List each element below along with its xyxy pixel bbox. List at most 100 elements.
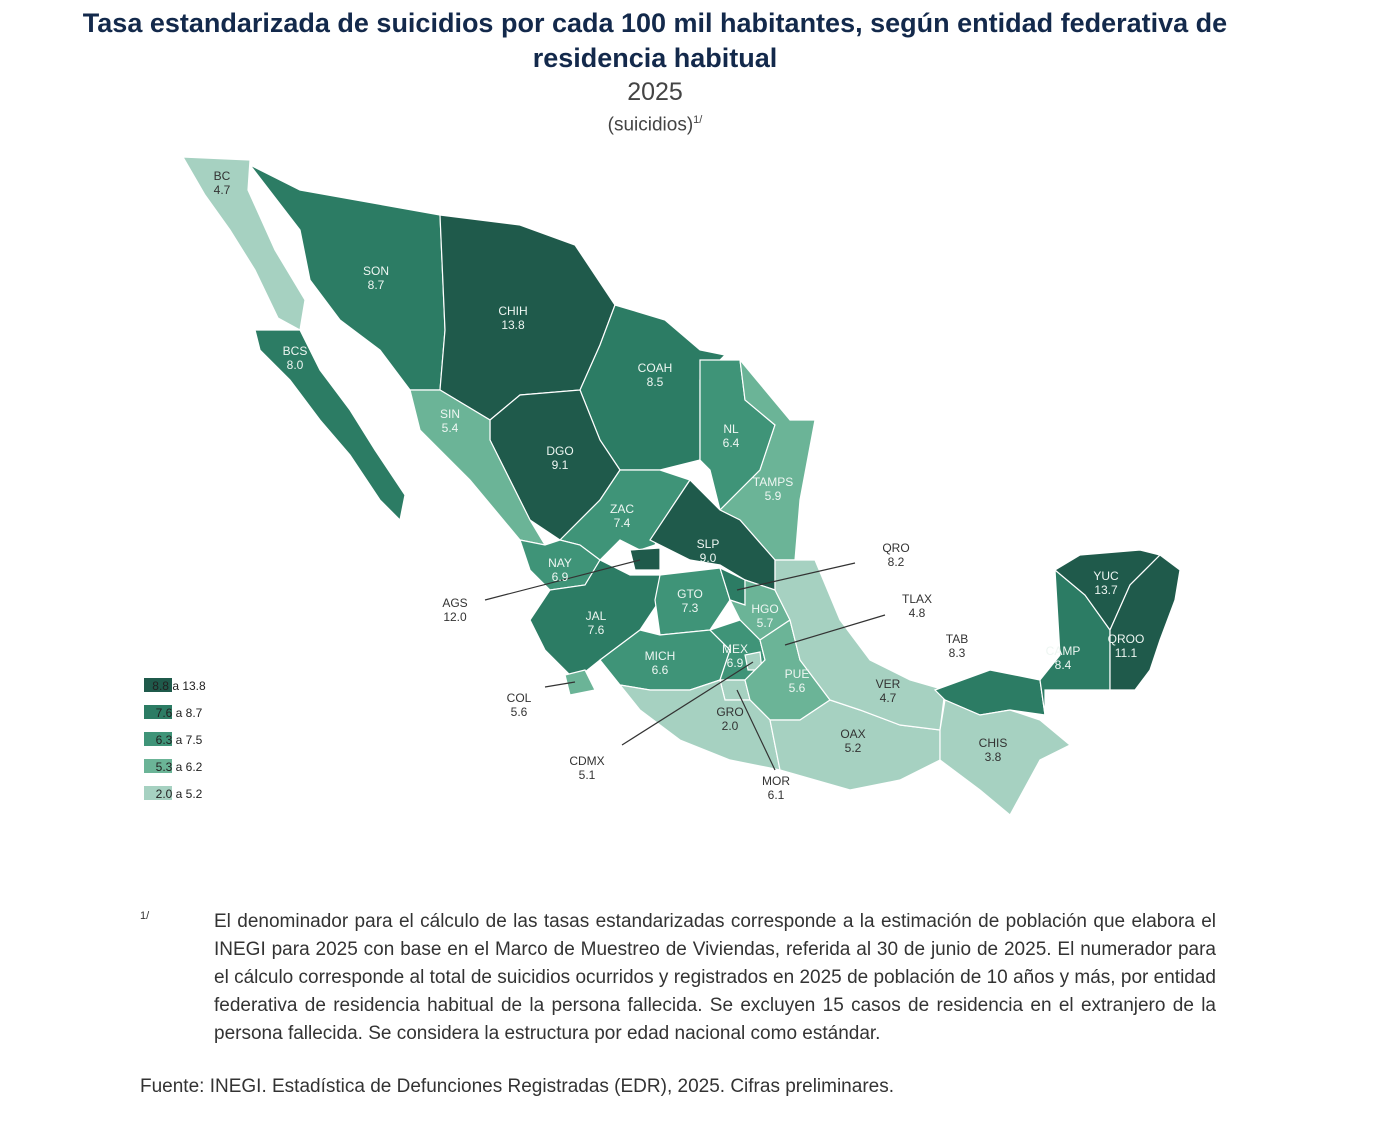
state-value: 11.1 xyxy=(1115,646,1138,660)
state-code: HGO xyxy=(751,602,778,616)
year: 2025 xyxy=(627,78,683,106)
state-code: YUC xyxy=(1093,569,1119,583)
state-code: COAH xyxy=(638,361,673,375)
callout-line xyxy=(621,661,754,746)
source: Fuente: INEGI. Estadística de Defuncione… xyxy=(140,1076,894,1097)
state-code: JAL xyxy=(586,609,607,623)
state-code: CHIS xyxy=(979,736,1008,750)
state-code: QRO xyxy=(882,541,909,555)
state-value: 8.3 xyxy=(949,646,966,660)
state-code: SIN xyxy=(440,407,460,421)
legend-swatch xyxy=(144,705,172,719)
legend-label: 5.3 a 6.2 xyxy=(156,760,203,774)
state-value: 6.9 xyxy=(727,656,744,670)
unit-text: (suicidios) xyxy=(607,114,694,136)
state-code: VER xyxy=(876,677,901,691)
state-code: AGS xyxy=(442,596,467,610)
state-value: 13.7 xyxy=(1094,583,1118,597)
state-value: 9.1 xyxy=(552,458,569,472)
state-value: 7.3 xyxy=(682,601,699,615)
state-code: ZAC xyxy=(610,502,634,516)
callouts xyxy=(484,559,886,771)
state-value: 5.6 xyxy=(511,705,528,719)
state-value: 5.2 xyxy=(845,741,862,755)
state-labels: BC4.7BCS8.0SON8.7CHIH13.8COAH8.5NL6.4TAM… xyxy=(214,169,1145,802)
state-value: 6.9 xyxy=(552,570,569,584)
state-value: 8.0 xyxy=(287,358,304,372)
state-value: 7.4 xyxy=(614,516,631,530)
state-value: 5.4 xyxy=(442,421,459,435)
state-code: SON xyxy=(363,264,389,278)
state-code: BC xyxy=(214,169,231,183)
state-code: OAX xyxy=(840,727,865,741)
state-code: TLAX xyxy=(902,592,932,606)
state-value: 6.6 xyxy=(652,663,669,677)
title: Tasa estandarizada de suicidios por cada… xyxy=(82,8,1228,73)
state-value: 4.7 xyxy=(880,691,897,705)
state-value: 6.1 xyxy=(768,788,785,802)
state-shape xyxy=(409,389,547,546)
state-code: NAY xyxy=(548,556,572,570)
footnote-marker: 1/ xyxy=(140,910,150,922)
state-shape xyxy=(1109,554,1181,691)
state-value: 13.8 xyxy=(501,318,525,332)
unit: (suicidios)1/ xyxy=(0,114,1310,136)
legend-label: 8.8 a 13.8 xyxy=(152,679,206,693)
unit-note: 1/ xyxy=(693,114,703,126)
state-code: MEX xyxy=(722,642,748,656)
state-code: CDMX xyxy=(569,754,604,768)
state-code: CHIH xyxy=(498,304,527,318)
callout-line xyxy=(736,562,856,591)
state-value: 8.5 xyxy=(647,375,664,389)
state-code: MICH xyxy=(645,649,676,663)
states xyxy=(181,156,1181,816)
state-shape xyxy=(254,329,406,522)
legend-label: 2.0 a 5.2 xyxy=(156,787,203,801)
state-value: 8.7 xyxy=(368,278,385,292)
state-value: 5.7 xyxy=(757,616,774,630)
callout-line xyxy=(484,559,641,601)
state-code: TAMPS xyxy=(753,475,793,489)
state-code: PUE xyxy=(785,667,810,681)
state-value: 8.4 xyxy=(1055,658,1072,672)
state-value: 3.8 xyxy=(985,750,1002,764)
state-code: CAMP xyxy=(1046,644,1081,658)
state-shape xyxy=(564,669,596,696)
legend-swatch xyxy=(144,678,172,692)
state-code: GRO xyxy=(716,705,743,719)
state-value: 9.0 xyxy=(700,551,717,565)
state-code: SLP xyxy=(697,537,720,551)
state-value: 4.7 xyxy=(214,183,231,197)
state-value: 5.1 xyxy=(579,768,596,782)
legend-swatch xyxy=(144,732,172,746)
state-code: DGO xyxy=(546,444,573,458)
state-value: 2.0 xyxy=(722,719,739,733)
state-value: 12.0 xyxy=(443,610,467,624)
state-value: 5.6 xyxy=(789,681,806,695)
state-code: BCS xyxy=(283,344,308,358)
state-code: GTO xyxy=(677,587,703,601)
state-value: 8.2 xyxy=(888,555,905,569)
state-code: QROO xyxy=(1108,632,1145,646)
footnote-text: El denominador para el cálculo de las ta… xyxy=(214,911,1216,1044)
state-value: 7.6 xyxy=(588,623,605,637)
callout-line xyxy=(784,614,886,646)
legend-label: 7.6 a 8.7 xyxy=(156,706,203,720)
legend: 8.8 a 13.8 7.6 a 8.7 6.3 a 7.5 5.3 a 6.2 2.0… xyxy=(144,678,206,801)
callout-line xyxy=(544,681,576,688)
state-code: MOR xyxy=(762,774,790,788)
state-value: 6.4 xyxy=(723,436,740,450)
state-value: 5.9 xyxy=(765,489,782,503)
callout-line xyxy=(736,689,776,771)
legend-swatch xyxy=(144,786,172,800)
state-code: COL xyxy=(507,691,532,705)
legend-label: 6.3 a 7.5 xyxy=(156,733,203,747)
state-shape xyxy=(579,304,727,471)
state-shape xyxy=(529,559,661,681)
map: 8.8 a 13.8 7.6 a 8.7 6.3 a 7.5 5.3 a 6.2 2.0… xyxy=(144,156,1181,816)
state-shape xyxy=(939,699,1072,816)
state-value: 4.8 xyxy=(909,606,926,620)
legend-swatch xyxy=(144,759,172,773)
state-shape xyxy=(629,547,661,571)
